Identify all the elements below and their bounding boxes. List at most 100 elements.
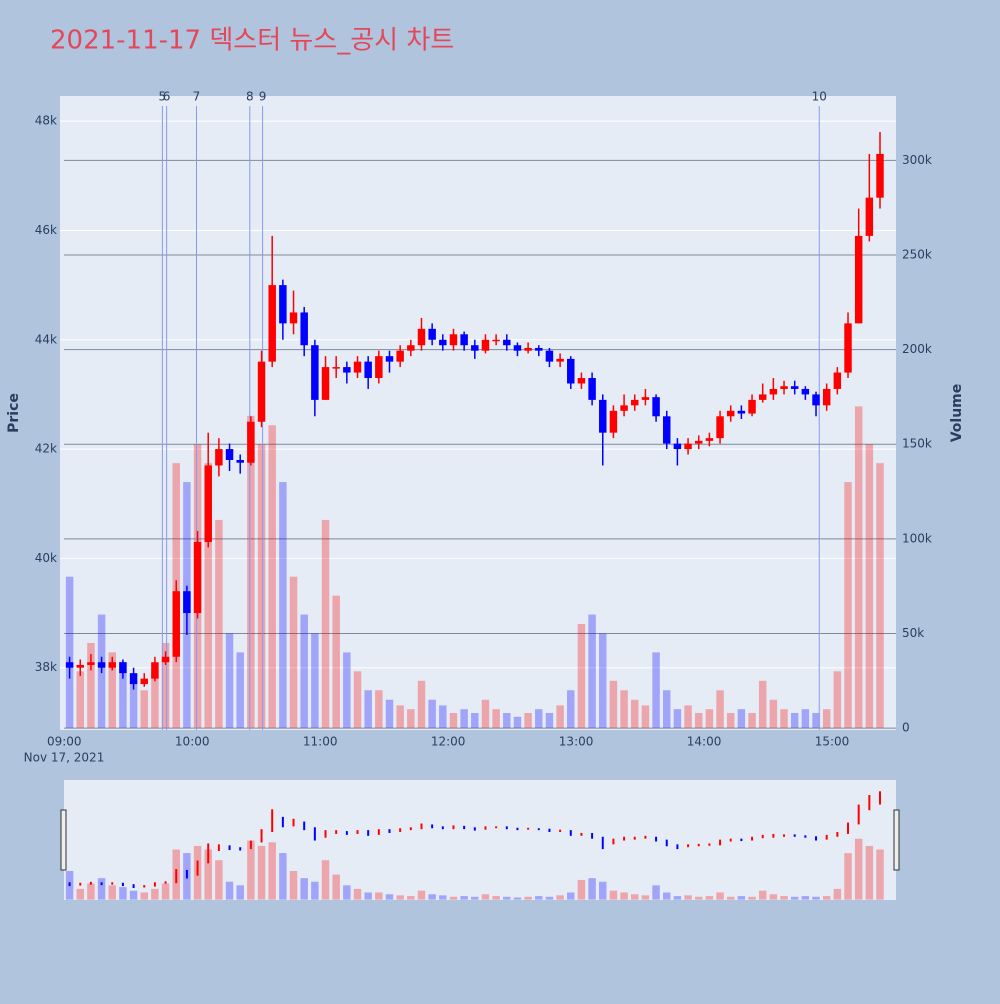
mini-volume-bar: [385, 894, 394, 900]
mini-volume-bar: [332, 874, 340, 900]
mini-volume-bar: [865, 845, 874, 900]
volume-bar: [236, 652, 244, 729]
candle-body: [204, 465, 212, 542]
volume-bar: [353, 671, 362, 729]
volume-bar: [407, 709, 415, 729]
candle-body: [577, 378, 586, 384]
range-slider[interactable]: [64, 780, 896, 900]
candle-body: [631, 399, 639, 406]
volume-bar: [439, 705, 447, 729]
candle-body: [279, 285, 287, 324]
y2-tick-label: 200k: [902, 342, 932, 356]
candle-body: [812, 394, 820, 406]
volume-bar: [684, 705, 692, 729]
candle-body: [684, 443, 692, 450]
candle-body: [705, 438, 714, 441]
news-marker-label: 7: [193, 90, 201, 104]
candle-body: [449, 334, 458, 346]
mini-volume-bar: [161, 883, 170, 900]
mini-volume-bar: [748, 896, 756, 900]
mini-volume-bar: [300, 878, 308, 900]
mini-volume-bar: [844, 853, 852, 900]
mini-volume-bar: [108, 885, 116, 900]
x-tick-label: 15:00: [815, 735, 850, 749]
candle-body: [524, 347, 532, 351]
volume-bar: [833, 671, 842, 729]
volume-bar: [279, 482, 287, 729]
mini-volume-bar: [833, 888, 842, 900]
candle-body: [407, 345, 415, 351]
volume-bar: [215, 519, 223, 729]
candle-body: [236, 460, 244, 463]
volume-bar: [449, 712, 458, 729]
mini-volume-bar: [289, 870, 298, 900]
mini-volume-bar: [801, 896, 810, 900]
mini-volume-bar: [279, 853, 287, 900]
volume-bar: [119, 661, 127, 729]
mini-volume-bar: [684, 895, 692, 900]
mini-volume-bar: [737, 896, 746, 900]
mini-volume-bar: [311, 881, 319, 900]
mini-volume-bar: [364, 892, 372, 900]
x-tick-label: 09:00: [47, 735, 82, 749]
volume-bar: [375, 690, 383, 729]
volume-bar: [844, 482, 852, 729]
y-tick-label: 48k: [35, 114, 57, 128]
candle-body: [140, 678, 148, 685]
candle-body: [673, 443, 682, 450]
candle-body: [247, 421, 255, 463]
volume-bar: [663, 690, 671, 729]
x-tick-label: 11:00: [303, 735, 338, 749]
mini-volume-bar: [620, 892, 628, 900]
mini-volume-bar: [812, 896, 820, 900]
volume-bar: [311, 633, 319, 729]
x-tick-label: 10:00: [175, 735, 210, 749]
mini-volume-bar: [556, 895, 564, 900]
volume-bar: [481, 699, 490, 729]
range-handle[interactable]: [60, 809, 67, 871]
news-marker-label: 6: [163, 90, 171, 104]
mini-volume-bar: [545, 896, 554, 900]
x-tick-label: 13:00: [559, 735, 594, 749]
mini-volume-bar: [503, 896, 511, 900]
candle-body: [545, 350, 554, 362]
volume-bar: [524, 712, 532, 729]
mini-volume-bar: [673, 896, 682, 900]
candle-body: [385, 356, 394, 362]
mini-volume-bar: [225, 881, 234, 900]
candle-body: [108, 662, 116, 668]
candle-body: [375, 356, 383, 379]
y2-tick-label: 0: [902, 721, 910, 735]
mini-volume-bar: [631, 894, 639, 900]
candle-body: [257, 361, 266, 422]
mini-volume-bar: [663, 892, 671, 900]
volume-bar: [65, 576, 74, 729]
mini-volume-bar: [641, 895, 650, 900]
y2-tick-label: 250k: [902, 247, 932, 261]
volume-bar: [854, 406, 863, 729]
volume-bar: [460, 709, 468, 729]
range-handle[interactable]: [893, 809, 900, 871]
candle-body: [876, 153, 884, 198]
volume-bar: [812, 712, 820, 729]
news-marker-label: 5: [159, 90, 167, 104]
mini-volume-bar: [204, 849, 212, 900]
candle-body: [225, 449, 234, 461]
mini-volume-bar: [353, 888, 362, 900]
candle-body: [161, 656, 170, 663]
y-tick-label: 42k: [35, 442, 57, 456]
candle-body: [428, 328, 436, 340]
volume-bar: [204, 463, 212, 729]
candle-body: [417, 328, 426, 346]
candle-body: [364, 361, 372, 379]
volume-bar: [567, 690, 575, 729]
volume-bar: [822, 709, 831, 729]
volume-bar: [428, 699, 436, 729]
volume-bar: [609, 680, 618, 729]
mini-volume-bar: [375, 892, 383, 900]
volume-bar: [492, 709, 500, 729]
y-tick-label: 38k: [35, 660, 57, 674]
volume-bar: [577, 624, 586, 729]
mini-volume-bar: [577, 879, 586, 900]
candle-body: [844, 323, 852, 373]
